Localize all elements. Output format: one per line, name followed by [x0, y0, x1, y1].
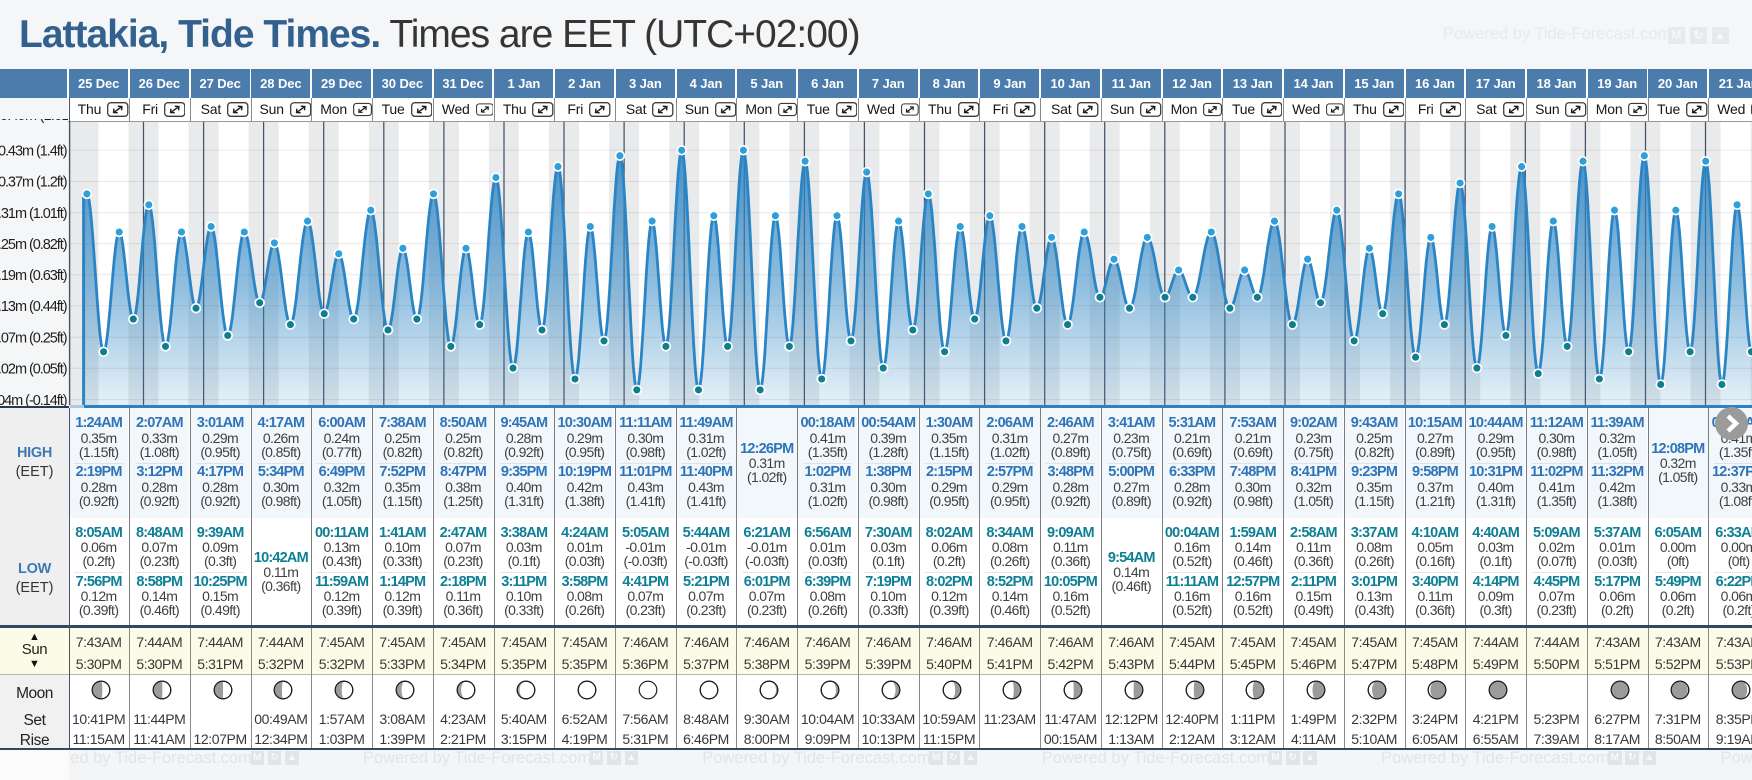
svg-text:0.07m (0.25ft): 0.07m (0.25ft) [0, 330, 67, 346]
svg-text:0.37m (1.2ft): 0.37m (1.2ft) [0, 174, 67, 190]
svg-text:-0.04m (-0.14ft): -0.04m (-0.14ft) [0, 392, 67, 408]
svg-text:0.19m (0.63ft): 0.19m (0.63ft) [0, 268, 67, 284]
svg-text:0.02m (0.05ft): 0.02m (0.05ft) [0, 361, 67, 377]
svg-text:0.13m (0.44ft): 0.13m (0.44ft) [0, 299, 67, 315]
svg-text:0.25m (0.82ft): 0.25m (0.82ft) [0, 236, 67, 252]
svg-text:0.43m (1.4ft): 0.43m (1.4ft) [0, 143, 67, 159]
svg-text:0.31m (1.01ft): 0.31m (1.01ft) [0, 205, 67, 221]
